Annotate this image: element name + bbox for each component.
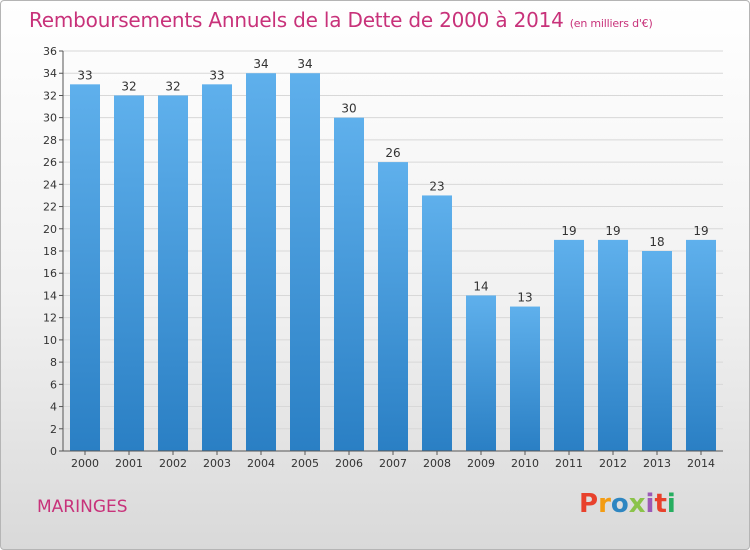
x-tick-label-2008: 2008 [423, 457, 451, 470]
x-tick-label-2009: 2009 [467, 457, 495, 470]
data-label-2002: 32 [165, 79, 180, 93]
bar-2009 [466, 295, 496, 451]
y-tick-label: 28 [43, 134, 57, 147]
bar-2004 [246, 73, 276, 451]
data-label-2004: 34 [253, 57, 268, 71]
data-label-2001: 32 [121, 79, 136, 93]
data-label-2000: 33 [77, 68, 92, 82]
y-tick-label: 22 [43, 201, 57, 214]
bar-2011 [554, 239, 584, 451]
bar-2007 [378, 162, 408, 451]
bar-2010 [510, 306, 540, 451]
y-tick-label: 36 [43, 45, 57, 58]
data-label-2007: 26 [385, 146, 400, 160]
proxiti-logo[interactable]: Proxiti [579, 489, 676, 519]
logo-letter: i [666, 489, 676, 519]
x-tick-label-2013: 2013 [643, 457, 671, 470]
y-tick-label: 12 [43, 312, 57, 325]
y-tick-label: 24 [43, 178, 57, 191]
bar-2002 [158, 95, 188, 451]
logo-letter: i [645, 489, 655, 519]
chart-subtitle: (en milliers d'€) [569, 17, 653, 30]
data-label-2014: 19 [693, 224, 708, 238]
data-label-2005: 34 [297, 57, 312, 71]
y-tick-label: 6 [50, 378, 57, 391]
bar-2005 [290, 73, 320, 451]
data-label-2012: 19 [605, 224, 620, 238]
bar-2008 [422, 195, 452, 451]
y-tick-label: 20 [43, 223, 57, 236]
y-tick-label: 8 [50, 356, 57, 369]
data-label-2003: 33 [209, 68, 224, 82]
y-tick-label: 0 [50, 445, 57, 458]
data-label-2006: 30 [341, 102, 356, 116]
y-tick-label: 30 [43, 112, 57, 125]
chart-title-text: Remboursements Annuels de la Dette de 20… [29, 8, 564, 32]
x-tick-label-2011: 2011 [555, 457, 583, 470]
x-tick-label-2004: 2004 [247, 457, 275, 470]
y-tick-label: 34 [43, 67, 57, 80]
y-tick-label: 16 [43, 267, 57, 280]
x-tick-label-2005: 2005 [291, 457, 319, 470]
y-tick-label: 14 [43, 289, 57, 302]
y-tick-label: 26 [43, 156, 57, 169]
y-tick-label: 32 [43, 89, 57, 102]
logo-letter: o [610, 489, 629, 519]
x-tick-label-2001: 2001 [115, 457, 143, 470]
y-tick-label: 18 [43, 245, 57, 258]
bar-2003 [202, 84, 232, 451]
logo-letter: r [598, 489, 611, 519]
bar-2013 [642, 251, 672, 451]
bars [70, 73, 716, 452]
logo-letter: P [579, 489, 599, 519]
data-label-2009: 14 [473, 279, 488, 293]
data-label-2010: 13 [517, 291, 532, 305]
x-tick-label-2002: 2002 [159, 457, 187, 470]
data-label-2011: 19 [561, 224, 576, 238]
logo-letter: x [628, 489, 646, 519]
data-label-2013: 18 [649, 235, 664, 249]
bar-2014 [686, 239, 716, 451]
x-tick-label-2010: 2010 [511, 457, 539, 470]
logo-letter: t [654, 489, 667, 519]
town-name: MARINGES [37, 497, 128, 517]
x-tick-label-2003: 2003 [203, 457, 231, 470]
chart-title: Remboursements Annuels de la Dette de 20… [29, 8, 653, 32]
bar-2000 [70, 84, 100, 451]
data-label-2008: 23 [429, 179, 444, 193]
bar-2001 [114, 95, 144, 451]
x-tick-label-2006: 2006 [335, 457, 363, 470]
y-tick-label: 4 [50, 401, 57, 414]
bar-2012 [598, 239, 628, 451]
bar-2006 [334, 117, 364, 452]
x-tick-label-2012: 2012 [599, 457, 627, 470]
y-tick-label: 10 [43, 334, 57, 347]
y-tick-label: 2 [50, 423, 57, 436]
x-tick-label-2014: 2014 [687, 457, 715, 470]
data-labels: 33 32 32 33 34 34 30 26 23 14 13 19 19 18 19 [77, 57, 708, 304]
x-tick-label-2007: 2007 [379, 457, 407, 470]
x-tick-label-2000: 2000 [71, 457, 99, 470]
